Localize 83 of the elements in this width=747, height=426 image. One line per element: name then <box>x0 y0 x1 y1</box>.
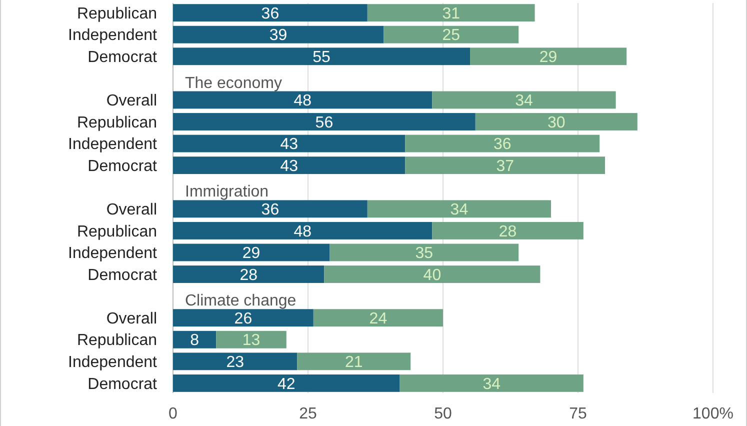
bar <box>173 91 432 109</box>
bar <box>173 156 406 174</box>
bar <box>475 113 638 130</box>
bar <box>432 222 584 240</box>
data-label: 48 <box>294 223 312 240</box>
data-label: 29 <box>539 48 558 66</box>
data-label: 35 <box>415 245 434 262</box>
bar <box>313 309 443 327</box>
bar <box>173 4 368 22</box>
x-tick-label: 100% <box>692 406 734 423</box>
data-label: 8 <box>190 332 200 350</box>
bar <box>173 200 368 218</box>
y-tick-label: Republican <box>76 223 157 240</box>
data-label: 29 <box>242 245 260 262</box>
y-tick-label: Overall <box>106 92 157 110</box>
data-label: 56 <box>315 114 334 132</box>
bar <box>173 222 432 240</box>
data-label: 36 <box>261 5 280 22</box>
data-label: 25 <box>442 27 460 44</box>
data-label: 43 <box>280 158 298 175</box>
data-label: 36 <box>494 136 512 154</box>
bar <box>330 244 519 262</box>
y-tick-label: Independent <box>68 354 158 372</box>
y-tick-label: Democrat <box>88 376 158 393</box>
data-label: 26 <box>234 310 252 328</box>
data-label: 42 <box>278 376 296 393</box>
bar <box>324 266 540 283</box>
bar <box>173 26 384 44</box>
bar <box>173 330 216 348</box>
y-tick-label: Democrat <box>88 266 158 284</box>
x-tick-label: 75 <box>569 406 587 423</box>
bar <box>432 91 616 109</box>
y-tick-label: Republican <box>76 114 157 132</box>
bar <box>384 26 519 44</box>
y-tick-label: Overall <box>106 201 157 218</box>
y-tick-label: Democrat <box>88 158 158 175</box>
x-tick-label: 0 <box>168 406 178 423</box>
data-label: 55 <box>312 48 330 66</box>
bar <box>173 266 324 283</box>
bar <box>405 134 600 152</box>
bar <box>173 352 298 370</box>
bar <box>216 330 286 348</box>
data-label: 48 <box>294 92 312 110</box>
data-label: 39 <box>269 27 288 44</box>
data-label: 34 <box>482 376 501 393</box>
data-label: 24 <box>369 310 388 328</box>
data-label: 34 <box>515 92 533 110</box>
y-tick-label: Democrat <box>88 48 158 66</box>
data-label: 31 <box>442 5 460 22</box>
y-tick-label: Independent <box>68 27 158 44</box>
bar <box>173 374 400 392</box>
y-tick-label: Climate change <box>185 292 296 310</box>
data-label: 34 <box>450 201 468 218</box>
bar <box>470 48 627 66</box>
data-label: 28 <box>240 266 258 284</box>
data-label: 43 <box>280 136 298 154</box>
y-tick-label: Independent <box>68 245 158 262</box>
bar <box>173 309 314 327</box>
data-label: 23 <box>226 354 244 372</box>
y-tick-label: Overall <box>106 310 157 328</box>
bar <box>367 4 535 22</box>
y-tick-label: Immigration <box>185 184 269 201</box>
y-tick-label: The economy <box>185 74 282 92</box>
data-label: 40 <box>423 266 442 284</box>
bar <box>173 48 470 66</box>
y-tick-label: Independent <box>68 136 158 154</box>
bar <box>173 113 476 130</box>
data-label: 28 <box>498 223 517 240</box>
data-label: 21 <box>345 354 363 372</box>
bar <box>173 134 406 152</box>
bar <box>297 352 411 370</box>
bar <box>405 156 605 174</box>
x-tick-label: 50 <box>434 406 452 423</box>
bar <box>400 374 584 392</box>
data-label: 37 <box>496 158 514 175</box>
bar <box>367 200 551 218</box>
data-label: 30 <box>548 114 566 132</box>
data-label: 13 <box>242 332 260 350</box>
y-tick-label: Republican <box>76 332 157 350</box>
bar <box>173 244 330 262</box>
y-tick-label: Republican <box>76 5 157 22</box>
x-tick-label: 25 <box>299 406 317 423</box>
data-label: 36 <box>261 201 280 218</box>
